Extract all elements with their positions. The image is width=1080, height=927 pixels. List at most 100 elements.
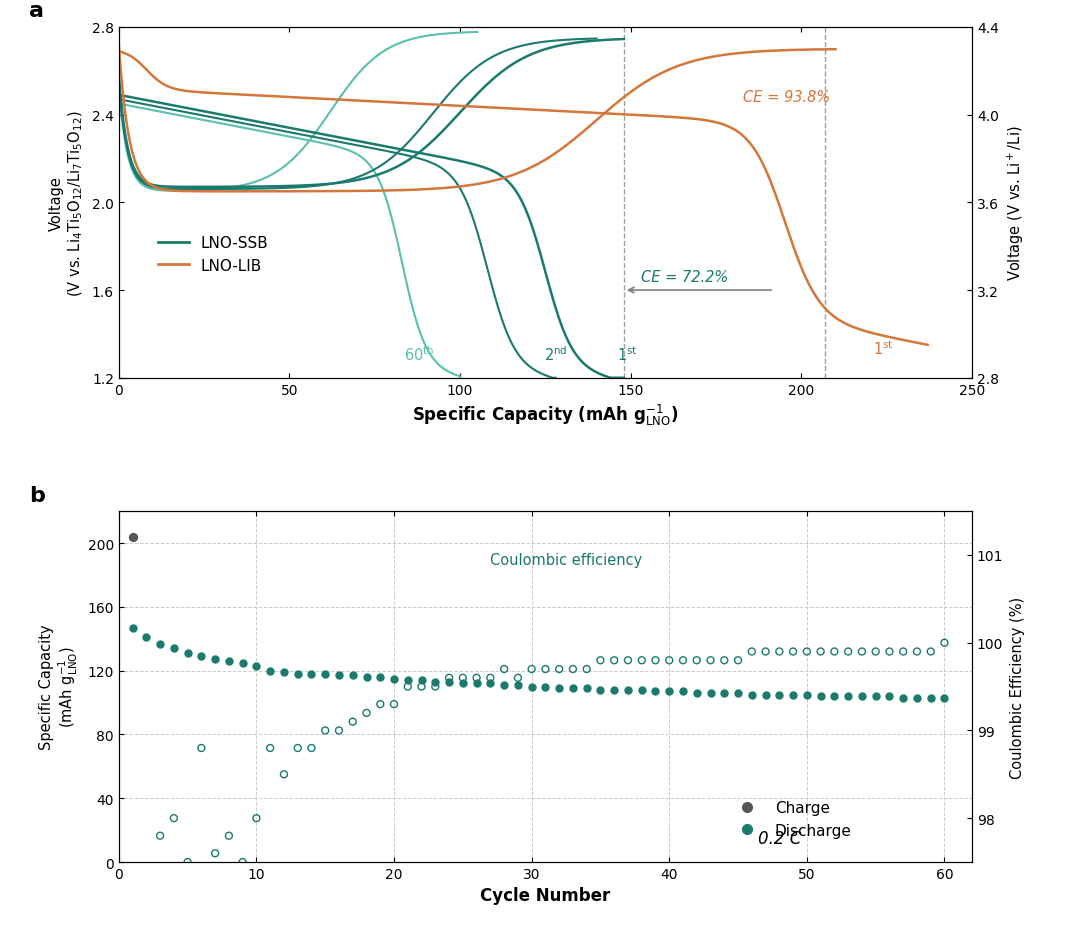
Point	[771, 688, 788, 703]
Point	[400, 679, 417, 694]
Point	[798, 644, 815, 659]
Y-axis label: Voltage
(V vs. Li$_4$Ti$_5$O$_{12}$/Li$_7$Ti$_5$O$_{12}$): Voltage (V vs. Li$_4$Ti$_5$O$_{12}$/Li$_…	[49, 110, 85, 297]
Point	[220, 829, 238, 844]
Point	[716, 686, 733, 701]
Point	[124, 529, 141, 544]
Text: 60$^{\rm th}$: 60$^{\rm th}$	[404, 345, 434, 363]
Point	[537, 662, 554, 677]
Point	[936, 691, 954, 705]
Point	[345, 668, 362, 683]
Point	[330, 668, 348, 683]
Point	[234, 655, 252, 670]
Point	[839, 689, 856, 704]
Point	[688, 686, 705, 701]
Point	[468, 676, 485, 691]
Point	[537, 679, 554, 694]
Point	[867, 644, 885, 659]
Point	[386, 671, 403, 686]
Point	[592, 654, 609, 668]
Point	[564, 662, 581, 677]
Point	[151, 637, 168, 652]
Point	[496, 662, 513, 677]
Point	[936, 636, 954, 651]
Point	[798, 688, 815, 703]
Point	[275, 665, 293, 679]
Point	[261, 741, 279, 756]
Point	[633, 654, 650, 668]
Point	[289, 667, 307, 681]
Point	[702, 654, 719, 668]
Point	[220, 654, 238, 668]
Point	[647, 684, 664, 699]
Point	[247, 659, 265, 674]
Point	[908, 691, 926, 705]
Point	[234, 855, 252, 870]
Point	[165, 811, 183, 826]
Point	[757, 688, 774, 703]
Point	[702, 686, 719, 701]
Point	[619, 682, 636, 697]
Point	[468, 670, 485, 685]
Point	[606, 682, 623, 697]
Point	[275, 767, 293, 781]
Point	[592, 682, 609, 697]
X-axis label: Specific Capacity (mAh g$^{-1}_{\mathrm{LNO}}$): Specific Capacity (mAh g$^{-1}_{\mathrm{…	[413, 402, 678, 428]
Point	[523, 662, 540, 677]
Point	[316, 723, 334, 738]
Point	[523, 679, 540, 694]
Point	[908, 644, 926, 659]
Point	[441, 670, 458, 685]
Point	[881, 689, 899, 704]
Point	[743, 688, 760, 703]
Point	[867, 689, 885, 704]
Text: CE = 93.8%: CE = 93.8%	[743, 90, 831, 106]
Text: a: a	[29, 1, 44, 21]
Point	[716, 654, 733, 668]
Point	[357, 705, 375, 720]
Point	[853, 689, 870, 704]
Point	[206, 653, 224, 667]
Text: 1$^{\rm st}$: 1$^{\rm st}$	[617, 345, 637, 363]
Point	[812, 644, 829, 659]
Point	[482, 676, 499, 691]
Point	[137, 630, 154, 645]
Point	[302, 667, 320, 681]
Point	[853, 644, 870, 659]
Point	[922, 691, 940, 705]
Point	[357, 670, 375, 685]
Point	[345, 715, 362, 730]
Point	[482, 670, 499, 685]
Point	[496, 678, 513, 692]
Point	[261, 664, 279, 679]
Point	[894, 644, 912, 659]
Point	[826, 644, 843, 659]
Point	[247, 811, 265, 826]
Point	[455, 676, 472, 691]
Point	[510, 670, 527, 685]
X-axis label: Cycle Number: Cycle Number	[481, 886, 610, 905]
Text: b: b	[29, 485, 45, 505]
Point	[688, 654, 705, 668]
Point	[372, 670, 389, 685]
Point	[192, 649, 210, 664]
Text: 1$^{\rm st}$: 1$^{\rm st}$	[873, 338, 893, 357]
Y-axis label: Coulombic Efficiency (%): Coulombic Efficiency (%)	[1010, 596, 1025, 778]
Point	[165, 641, 183, 656]
Point	[330, 723, 348, 738]
Point	[729, 654, 746, 668]
Point	[289, 741, 307, 756]
Point	[206, 846, 224, 861]
Point	[578, 662, 595, 677]
Point	[564, 681, 581, 696]
Point	[192, 741, 210, 756]
Point	[633, 682, 650, 697]
Point	[674, 684, 691, 699]
Point	[661, 684, 678, 699]
Point	[881, 644, 899, 659]
Point	[179, 855, 197, 870]
Point	[771, 644, 788, 659]
Point	[302, 741, 320, 756]
Text: 2$^{\rm nd}$: 2$^{\rm nd}$	[544, 345, 567, 363]
Point	[441, 675, 458, 690]
Point	[151, 829, 168, 844]
